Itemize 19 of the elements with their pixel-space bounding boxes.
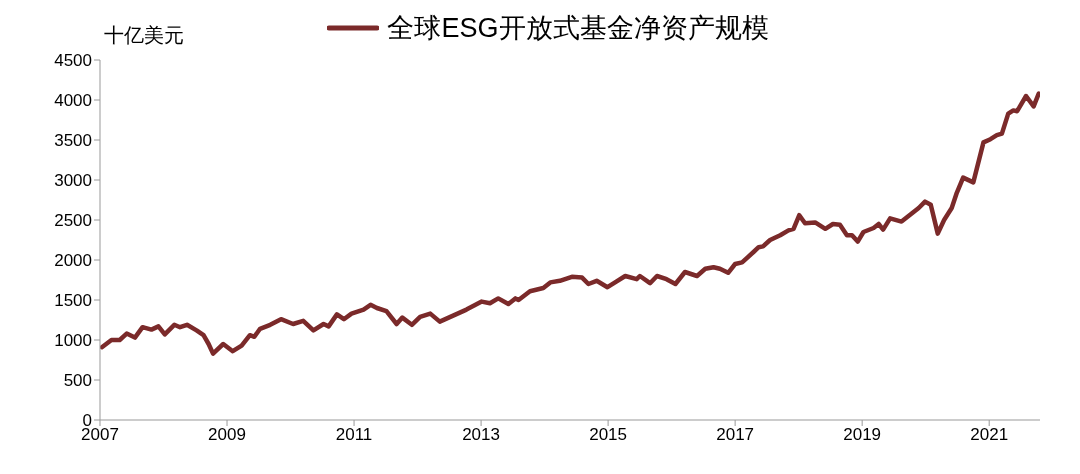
- y-axis-title: 十亿美元: [104, 23, 184, 48]
- y-tick-label: 4000: [54, 91, 92, 111]
- x-tick-label: 2015: [589, 425, 628, 445]
- y-tick-label: 3000: [54, 171, 92, 191]
- y-tick-label: 2500: [54, 211, 92, 231]
- x-tick-label: 2009: [208, 425, 246, 445]
- x-tick-label: 2013: [462, 425, 500, 445]
- y-tick-label: 500: [63, 371, 92, 391]
- y-tick-label: 3500: [54, 131, 92, 151]
- x-tick-label: 2021: [970, 425, 1009, 445]
- y-tick-label: 1000: [54, 331, 92, 351]
- x-tick-label: 2017: [716, 425, 755, 445]
- y-tick-label: 2000: [54, 251, 92, 271]
- line-series: [100, 91, 1040, 356]
- legend-label: 全球ESG开放式基金净资产规模: [387, 12, 769, 45]
- y-tick-label: 1500: [54, 291, 92, 311]
- y-tick-label: 4500: [54, 51, 92, 71]
- x-tick-label: 2019: [843, 425, 882, 445]
- x-tick-label: 2011: [335, 425, 373, 445]
